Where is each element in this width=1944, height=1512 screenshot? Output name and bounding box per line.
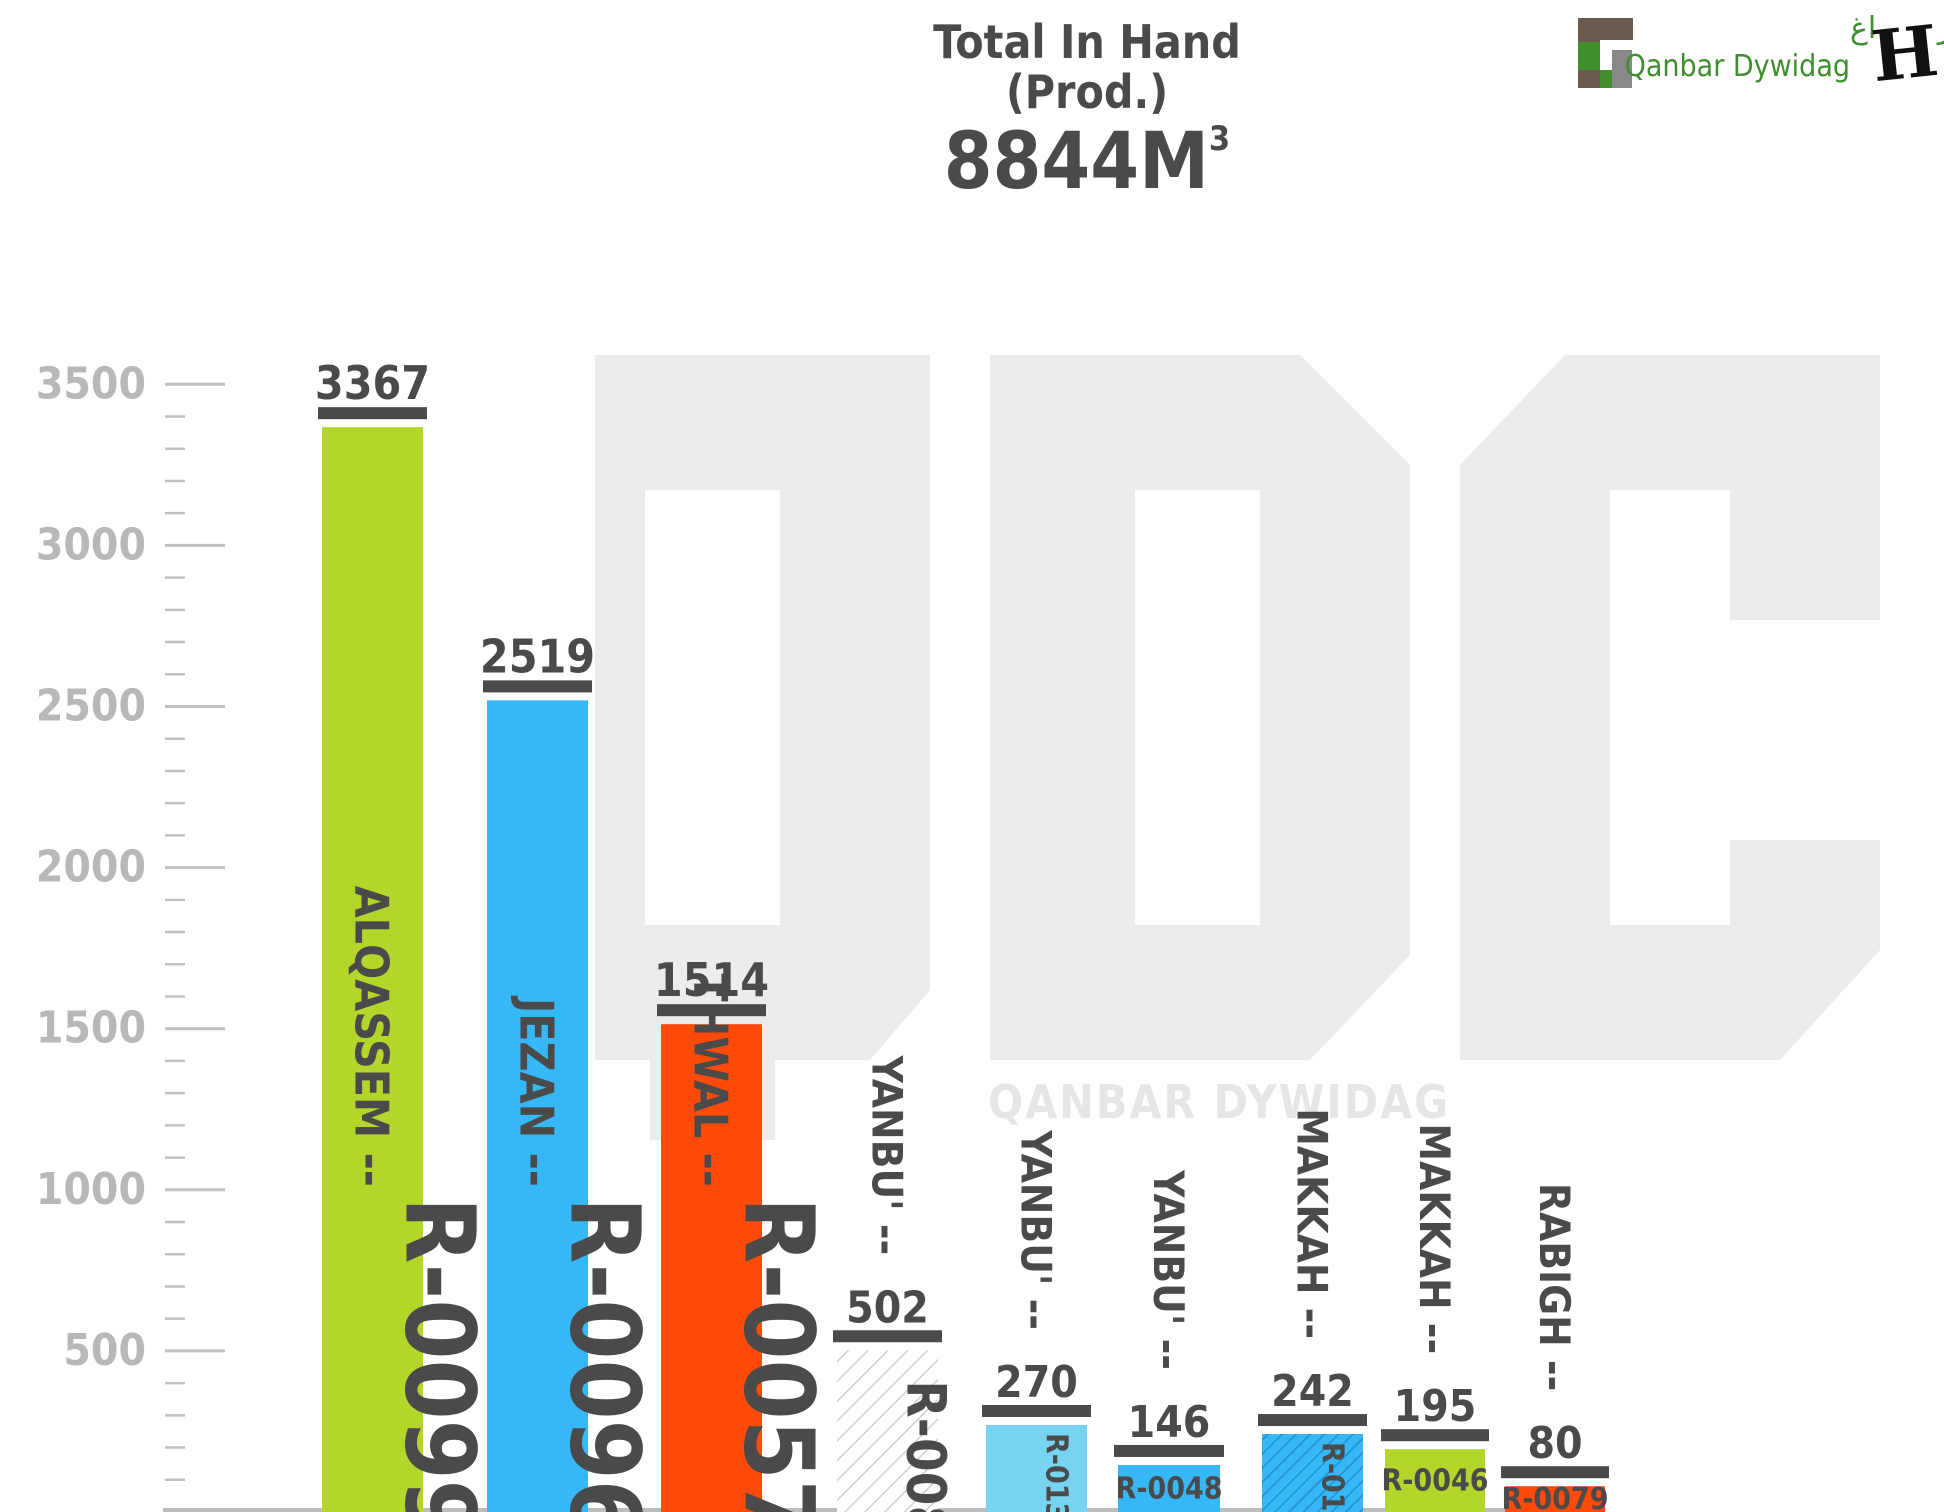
bar	[661, 1024, 762, 1512]
company-logo-mark	[1578, 18, 1633, 88]
bar-name-label: ALQASSEM --	[345, 886, 399, 1187]
bar-code-label: R-0096	[549, 1197, 661, 1512]
bar-cap	[1114, 1444, 1224, 1457]
bar-value-label: 1514	[654, 953, 769, 1007]
bar-name-label: YANBU' --	[1144, 1169, 1193, 1370]
bar-code-label: R-0099	[384, 1197, 496, 1512]
bar-group: 3367 R-0099 ALQASSEM --	[315, 356, 496, 1512]
y-axis: 500 1000 1500 2000 2500 3000 3500	[36, 358, 1605, 1512]
bar-value-label: 2519	[480, 629, 595, 683]
bar-group: 80 RABIGH -- R-0079	[1501, 1183, 1609, 1512]
h-badge-logo: H	[1868, 9, 1942, 98]
bar-name-label: JEZAN --	[510, 995, 564, 1187]
title-line-2: (Prod.)	[1006, 65, 1168, 119]
bar-group: 242 MAKKAH -- R-0106	[1258, 1108, 1367, 1512]
bar-value-label: 80	[1527, 1418, 1582, 1469]
y-tick-label: 2500	[36, 681, 146, 732]
bar-cap	[1381, 1429, 1489, 1442]
bar-group: 270 YANBU' -- R-0130	[982, 1129, 1091, 1512]
bar-cap	[1258, 1414, 1367, 1427]
bar-cap	[318, 407, 427, 420]
chart-title: Total In Hand (Prod.) 8844M3	[933, 15, 1241, 207]
bar-code-label: R-0046	[1381, 1464, 1488, 1499]
bar	[487, 700, 588, 1512]
y-tick-label: 1000	[36, 1164, 146, 1215]
bar	[986, 1425, 1087, 1512]
bar-code-label: R-0088	[895, 1380, 958, 1512]
bar-name-label: MAKKAH --	[1288, 1108, 1337, 1339]
y-tick-label: 3500	[36, 358, 146, 409]
bar-group: 2519 R-0096 JEZAN --	[480, 629, 661, 1512]
bar-code-label: R-0079	[1501, 1482, 1608, 1512]
bar	[1262, 1434, 1363, 1512]
bar-value-label: 195	[1394, 1381, 1477, 1432]
bar-value-label: 502	[846, 1282, 929, 1333]
bar	[1385, 1449, 1485, 1512]
bar-value-label: 3367	[315, 356, 430, 410]
watermark-letter-d	[990, 355, 1410, 1060]
bar-code-label: R-0057	[723, 1197, 835, 1512]
watermark-letter-q	[595, 355, 930, 1140]
title-total-value: 8844M	[944, 117, 1209, 207]
h-badge-letter: H	[1868, 9, 1942, 98]
watermark-letter-c	[1460, 355, 1880, 1060]
bar-group: 1514 R-0057 THWAL --	[654, 953, 835, 1512]
bar-cap	[982, 1405, 1091, 1418]
y-tick-label: 500	[63, 1325, 146, 1376]
bar	[837, 1350, 938, 1512]
bar-code-label: R-0130	[1039, 1433, 1074, 1512]
bar-cap	[483, 680, 592, 693]
watermark-caption: QANBAR DYWIDAG	[988, 1075, 1450, 1129]
qdc-watermark: QANBAR DYWIDAG	[595, 355, 1880, 1140]
bar	[322, 427, 423, 1512]
bar-cap	[833, 1330, 942, 1343]
company-logo-english: Qanbar Dywidag	[1625, 49, 1850, 84]
bar-code-label: R-0106	[1315, 1442, 1350, 1512]
bar-value-label: 146	[1128, 1397, 1211, 1448]
bar-cap	[657, 1004, 766, 1017]
bar	[1118, 1464, 1220, 1512]
bars: 3367 R-0099 ALQASSEM -- 2519 R-0096 JEZAN -- 1…	[315, 356, 1609, 1512]
bar-group: 502 YANBU' -- R-0088	[833, 1054, 958, 1512]
bar-name-label: YANBU' --	[1012, 1129, 1061, 1330]
y-tick-label: 3000	[36, 519, 146, 570]
bar-group: 146 YANBU' -- R-0048	[1114, 1169, 1224, 1512]
bar-group: 195 MAKKAH -- R-0046	[1381, 1123, 1489, 1512]
bar-value-label: 270	[995, 1357, 1078, 1408]
bar-name-label: THWAL --	[684, 973, 738, 1187]
y-tick-label: 2000	[36, 842, 146, 893]
bar-name-label: MAKKAH --	[1410, 1123, 1459, 1354]
bar-name-label: YANBU' --	[863, 1054, 912, 1255]
bar-value-label: 242	[1271, 1366, 1354, 1417]
y-tick-label: 1500	[36, 1003, 146, 1054]
title-total: 8844M3	[944, 117, 1230, 207]
bar	[1505, 1486, 1605, 1512]
title-line-1: Total In Hand	[933, 15, 1241, 69]
bar-name-label: RABIGH --	[1530, 1183, 1579, 1391]
bar-code-label: R-0048	[1115, 1471, 1222, 1506]
bar-cap	[1501, 1466, 1609, 1479]
title-total-sup: 3	[1209, 119, 1230, 159]
